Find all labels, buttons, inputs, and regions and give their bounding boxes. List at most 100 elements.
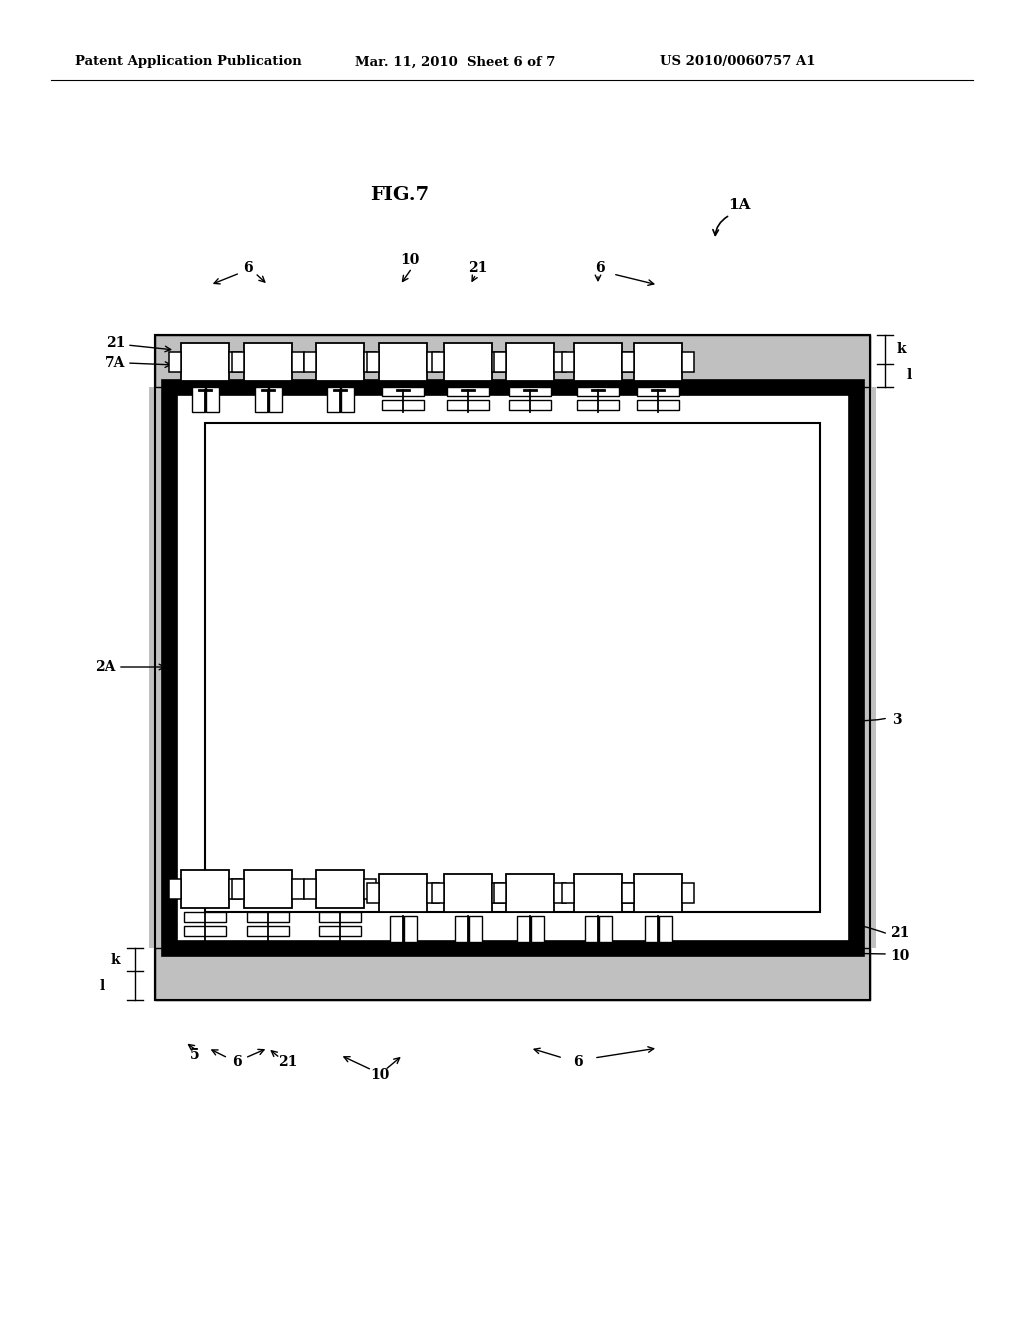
Bar xyxy=(506,343,554,381)
Bar xyxy=(444,874,492,912)
Bar xyxy=(181,343,229,381)
Bar xyxy=(304,352,316,372)
Bar xyxy=(494,352,506,372)
Bar xyxy=(682,352,694,372)
Bar xyxy=(554,352,566,372)
Bar xyxy=(645,916,658,942)
Bar xyxy=(244,870,292,908)
Bar xyxy=(492,352,504,372)
Bar xyxy=(444,343,492,381)
Bar xyxy=(269,385,282,412)
Bar xyxy=(379,343,427,381)
Bar xyxy=(404,916,417,942)
Bar xyxy=(382,400,424,411)
Bar xyxy=(599,916,612,942)
Bar xyxy=(577,400,618,411)
Bar xyxy=(229,879,241,899)
Bar xyxy=(341,385,354,412)
Bar xyxy=(492,883,504,903)
Bar xyxy=(155,948,870,1001)
Bar xyxy=(682,883,694,903)
Bar xyxy=(229,352,241,372)
Text: 21: 21 xyxy=(890,927,909,940)
Text: Patent Application Publication: Patent Application Publication xyxy=(75,55,302,69)
Bar xyxy=(155,948,870,1001)
Bar xyxy=(327,385,340,412)
Bar xyxy=(319,912,361,921)
Bar xyxy=(427,352,439,372)
Bar xyxy=(622,352,634,372)
Bar xyxy=(155,335,870,1001)
Bar xyxy=(304,879,316,899)
Bar xyxy=(509,400,551,411)
Bar xyxy=(206,385,219,412)
Bar xyxy=(506,874,554,912)
Bar xyxy=(577,385,618,396)
Bar xyxy=(634,874,682,912)
Bar xyxy=(316,870,364,908)
Bar xyxy=(255,385,268,412)
Bar xyxy=(562,883,574,903)
Bar xyxy=(574,343,622,381)
Bar xyxy=(184,927,226,936)
Bar xyxy=(494,883,506,903)
Bar xyxy=(150,387,191,948)
Bar xyxy=(637,400,679,411)
Text: 10: 10 xyxy=(400,253,420,267)
Bar xyxy=(244,343,292,381)
Text: 21: 21 xyxy=(468,261,487,275)
Bar xyxy=(637,385,679,396)
Bar xyxy=(193,385,205,412)
Text: FIG.7: FIG.7 xyxy=(371,186,429,205)
Text: l: l xyxy=(907,368,912,383)
Bar xyxy=(176,393,849,941)
Bar xyxy=(364,352,376,372)
Text: k: k xyxy=(897,342,906,356)
Bar xyxy=(836,387,876,948)
Bar xyxy=(659,916,672,942)
Bar xyxy=(169,387,856,948)
Bar xyxy=(364,879,376,899)
Bar xyxy=(232,352,244,372)
Bar xyxy=(622,883,634,903)
Bar xyxy=(554,883,566,903)
Text: k: k xyxy=(111,953,121,966)
Bar xyxy=(155,335,870,387)
Bar xyxy=(379,874,427,912)
Bar xyxy=(509,385,551,396)
Bar xyxy=(517,916,530,942)
Text: 10: 10 xyxy=(890,949,909,964)
Bar xyxy=(634,343,682,381)
Bar xyxy=(427,883,439,903)
Text: 1A: 1A xyxy=(728,198,751,213)
Text: 6: 6 xyxy=(573,1055,583,1069)
Bar xyxy=(232,879,244,899)
Text: 7A: 7A xyxy=(104,356,125,370)
Bar xyxy=(562,352,574,372)
Bar xyxy=(205,422,820,912)
Bar xyxy=(292,879,304,899)
Text: l: l xyxy=(99,978,105,993)
Bar xyxy=(447,385,489,396)
Bar xyxy=(319,927,361,936)
Bar xyxy=(181,870,229,908)
Bar xyxy=(316,343,364,381)
Bar xyxy=(622,883,634,903)
Bar xyxy=(390,916,403,942)
Text: 5: 5 xyxy=(190,1048,200,1063)
Text: 6: 6 xyxy=(232,1055,242,1069)
Bar xyxy=(382,385,424,396)
Bar xyxy=(155,335,870,1001)
Bar xyxy=(247,927,289,936)
Text: US 2010/0060757 A1: US 2010/0060757 A1 xyxy=(660,55,815,69)
Text: Mar. 11, 2010  Sheet 6 of 7: Mar. 11, 2010 Sheet 6 of 7 xyxy=(355,55,555,69)
Bar xyxy=(622,352,634,372)
Bar xyxy=(184,912,226,921)
Bar xyxy=(292,352,304,372)
Bar xyxy=(169,352,181,372)
Text: 21: 21 xyxy=(279,1055,298,1069)
Text: 3: 3 xyxy=(892,713,901,727)
Bar xyxy=(247,912,289,921)
Text: 2A: 2A xyxy=(94,660,115,675)
Bar xyxy=(574,874,622,912)
